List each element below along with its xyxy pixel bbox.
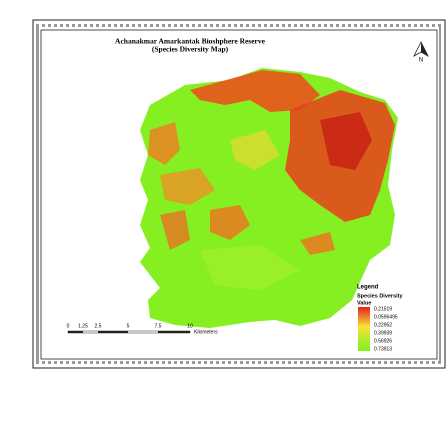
legend-label: 0.56926 [374, 338, 392, 344]
scale-unit: Kilometers [194, 329, 218, 335]
legend-label: 0.22952 [374, 322, 392, 328]
scale-label: 5 [127, 323, 130, 329]
scale-label: 0 [67, 323, 70, 329]
legend-label: 0.0596495 [374, 314, 398, 320]
legend-title: Species Diversity [357, 293, 403, 299]
scale-label: 7.5 [155, 323, 162, 329]
legend: Legend Species Diversity Value [357, 285, 403, 351]
legend-label: 0.73913 [374, 346, 392, 352]
north-arrow: N [413, 41, 429, 64]
study-area [140, 68, 398, 328]
legend-ramp [358, 307, 370, 351]
scale-bar [67, 330, 191, 334]
outer-frame [32, 19, 446, 369]
frame-ticks [439, 27, 442, 361]
legend-label: 0.39939 [374, 330, 392, 336]
inner-frame [40, 29, 438, 360]
legend-subtitle: Value [357, 300, 371, 306]
map-title: Achanakmar Amarkantak Bioshphere Reserve [115, 37, 266, 46]
frame-ticks [36, 27, 39, 361]
legend-heading: Legend [357, 285, 379, 291]
map-subtitle: (Species Diversity Map) [152, 45, 229, 54]
frame-ticks [36, 24, 442, 27]
scale-label: 2.5 [95, 323, 102, 329]
frame-ticks [36, 361, 442, 364]
legend-label: 0.21519 [374, 306, 392, 312]
scale-label: 1.25 [78, 323, 88, 329]
north-label: N [419, 58, 423, 64]
scale-label: 10 [187, 323, 193, 329]
